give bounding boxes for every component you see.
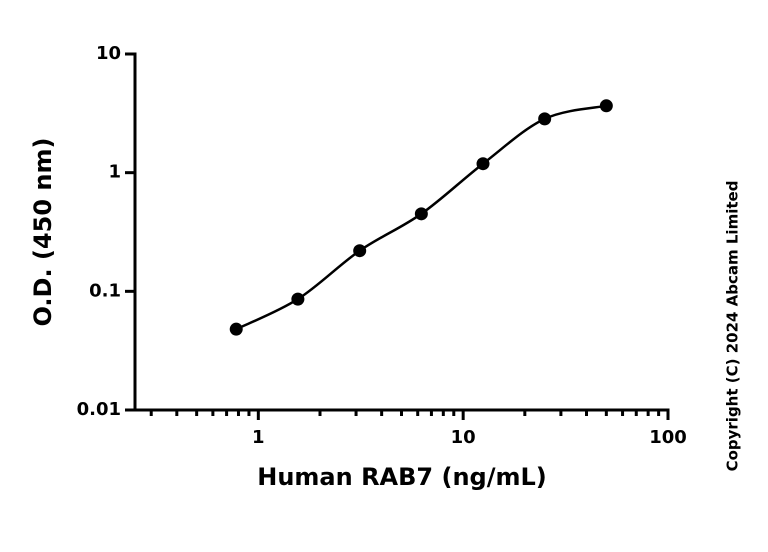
copyright: Copyright (C) 2024 Abcam Limited	[724, 181, 742, 472]
data-point	[229, 322, 243, 336]
data-point	[599, 99, 613, 113]
data-point	[291, 292, 305, 306]
y-tick-label: 0.1	[89, 280, 121, 301]
data-point	[538, 112, 552, 126]
data-point	[353, 244, 367, 258]
x-axis-title: Human RAB7 (ng/mL)	[257, 463, 547, 491]
y-tick-label: 1	[108, 162, 121, 183]
data-point	[414, 207, 428, 221]
x-tick-label: 100	[649, 427, 687, 448]
y-axis-title: O.D. (450 nm)	[29, 138, 57, 327]
y-tick-label: 0.01	[77, 399, 121, 420]
x-tick-label: 10	[451, 427, 476, 448]
x-tick-label: 1	[252, 427, 265, 448]
data-point	[476, 157, 490, 171]
y-tick-label: 10	[96, 43, 121, 64]
